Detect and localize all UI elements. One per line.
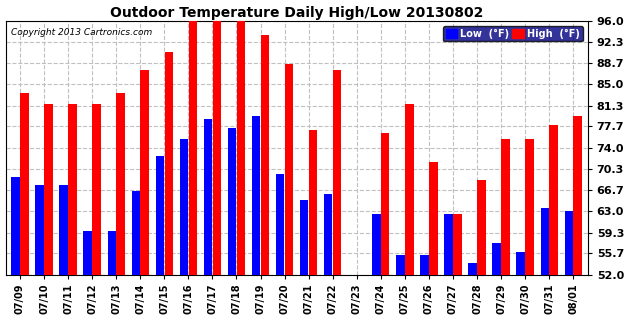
- Bar: [525, 139, 534, 275]
- Bar: [35, 185, 44, 275]
- Bar: [478, 180, 486, 275]
- Bar: [285, 64, 293, 275]
- Bar: [180, 139, 188, 275]
- Bar: [564, 211, 573, 275]
- Bar: [453, 214, 462, 275]
- Bar: [108, 231, 116, 275]
- Bar: [59, 185, 68, 275]
- Bar: [132, 191, 140, 275]
- Bar: [493, 243, 501, 275]
- Bar: [541, 208, 549, 275]
- Bar: [213, 21, 221, 275]
- Bar: [252, 116, 260, 275]
- Bar: [396, 255, 404, 275]
- Bar: [44, 104, 53, 275]
- Bar: [84, 231, 92, 275]
- Bar: [237, 21, 245, 275]
- Bar: [309, 131, 318, 275]
- Bar: [468, 263, 477, 275]
- Bar: [276, 174, 284, 275]
- Bar: [333, 70, 341, 275]
- Bar: [164, 52, 173, 275]
- Bar: [117, 93, 125, 275]
- Bar: [549, 125, 558, 275]
- Bar: [140, 70, 149, 275]
- Bar: [324, 194, 333, 275]
- Bar: [420, 255, 428, 275]
- Bar: [501, 139, 510, 275]
- Bar: [93, 104, 101, 275]
- Bar: [405, 104, 413, 275]
- Bar: [156, 156, 164, 275]
- Bar: [444, 214, 453, 275]
- Bar: [203, 119, 212, 275]
- Bar: [20, 93, 28, 275]
- Title: Outdoor Temperature Daily High/Low 20130802: Outdoor Temperature Daily High/Low 20130…: [110, 5, 483, 20]
- Bar: [68, 104, 77, 275]
- Bar: [429, 162, 438, 275]
- Bar: [517, 252, 525, 275]
- Text: Copyright 2013 Cartronics.com: Copyright 2013 Cartronics.com: [11, 28, 152, 37]
- Bar: [372, 214, 381, 275]
- Legend: Low  (°F), High  (°F): Low (°F), High (°F): [443, 26, 583, 42]
- Bar: [573, 116, 582, 275]
- Bar: [261, 35, 269, 275]
- Bar: [228, 128, 236, 275]
- Bar: [381, 133, 389, 275]
- Bar: [11, 177, 20, 275]
- Bar: [188, 21, 197, 275]
- Bar: [300, 200, 309, 275]
